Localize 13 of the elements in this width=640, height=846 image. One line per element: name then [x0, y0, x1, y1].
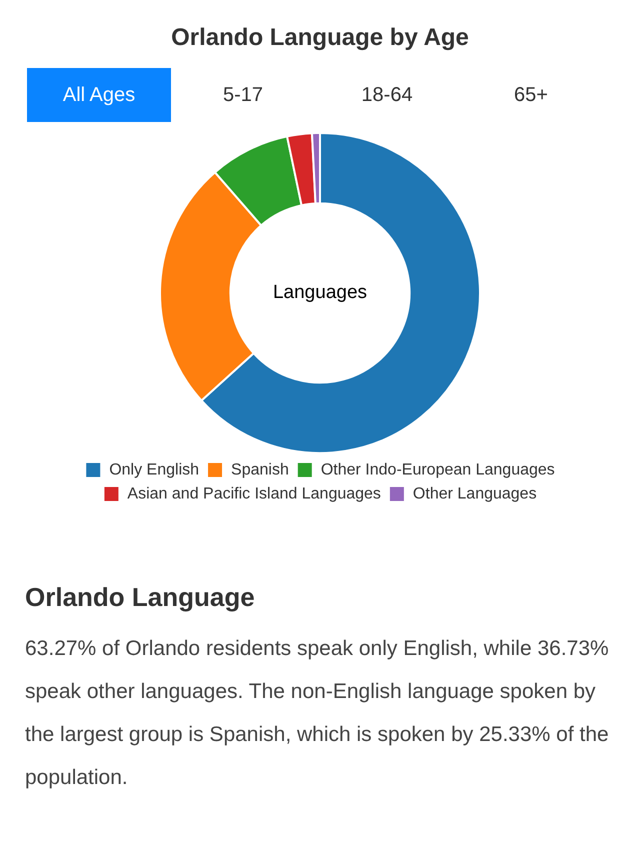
legend-label: Only English — [109, 461, 200, 478]
text: Languages — [272, 282, 368, 304]
chart-title: Orlando Language by Age — [170, 24, 470, 52]
legend-label: Spanish — [231, 461, 289, 478]
legend-label: Other Languages — [412, 485, 537, 502]
text: 63.27% of Orlando residents speak only English, while 36.73% speak other languages. The non-English language spoken by the largest group is Spanish, which is spoken by 25.33% of the population. — [25, 636, 610, 791]
text: All Ages — [27, 68, 171, 122]
legend-label: Other Indo-European Languages — [320, 461, 555, 478]
legend-label: Asian and Pacific Island Languages — [127, 485, 381, 502]
text: Orlando Language — [25, 582, 256, 613]
text: 65+ — [513, 83, 549, 108]
text: 5-17 — [222, 83, 264, 108]
text: 18-64 — [360, 83, 414, 108]
